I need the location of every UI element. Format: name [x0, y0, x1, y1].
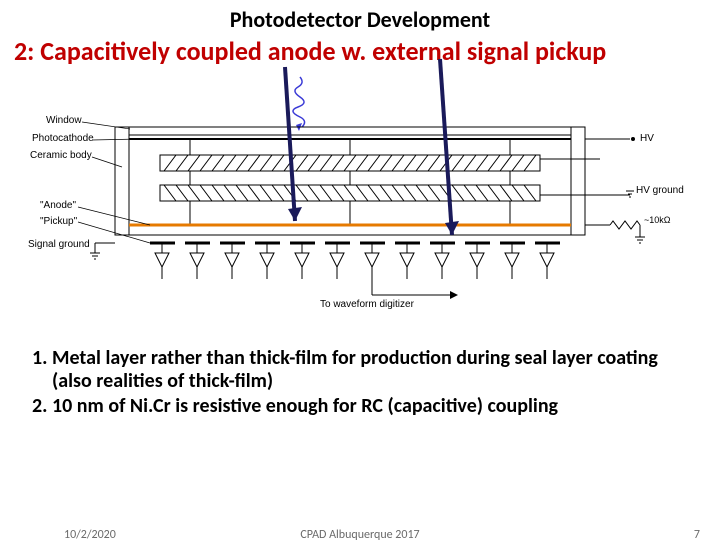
- label-window: Window: [46, 115, 82, 126]
- label-ceramic-body: Ceramic body: [30, 150, 92, 161]
- label-waveform: To waveform digitizer: [320, 299, 414, 310]
- label-hv: HV: [640, 133, 654, 144]
- photon-icon: [293, 77, 305, 127]
- page-title: Photodetector Development: [0, 0, 720, 33]
- label-anode: "Anode": [40, 200, 76, 211]
- label-resistor: ~10kΩ: [644, 215, 671, 225]
- label-pickup: "Pickup": [40, 216, 77, 227]
- subtitle: 2: Capacitively coupled anode w. externa…: [0, 33, 720, 67]
- label-photocathode: Photocathode: [32, 133, 94, 144]
- amplifier-array: [155, 243, 554, 279]
- label-signal-ground: Signal ground: [28, 239, 90, 250]
- bullet-list: Metal layer rather than thick-film for p…: [0, 347, 720, 418]
- detector-diagram: Window Photocathode Ceramic body "Anode"…: [0, 67, 720, 347]
- bullet-item: 10 nm of Ni.Cr is resistive enough for R…: [52, 395, 696, 418]
- label-hv-ground: HV ground: [636, 185, 684, 196]
- bullet-item: Metal layer rather than thick-film for p…: [52, 347, 696, 393]
